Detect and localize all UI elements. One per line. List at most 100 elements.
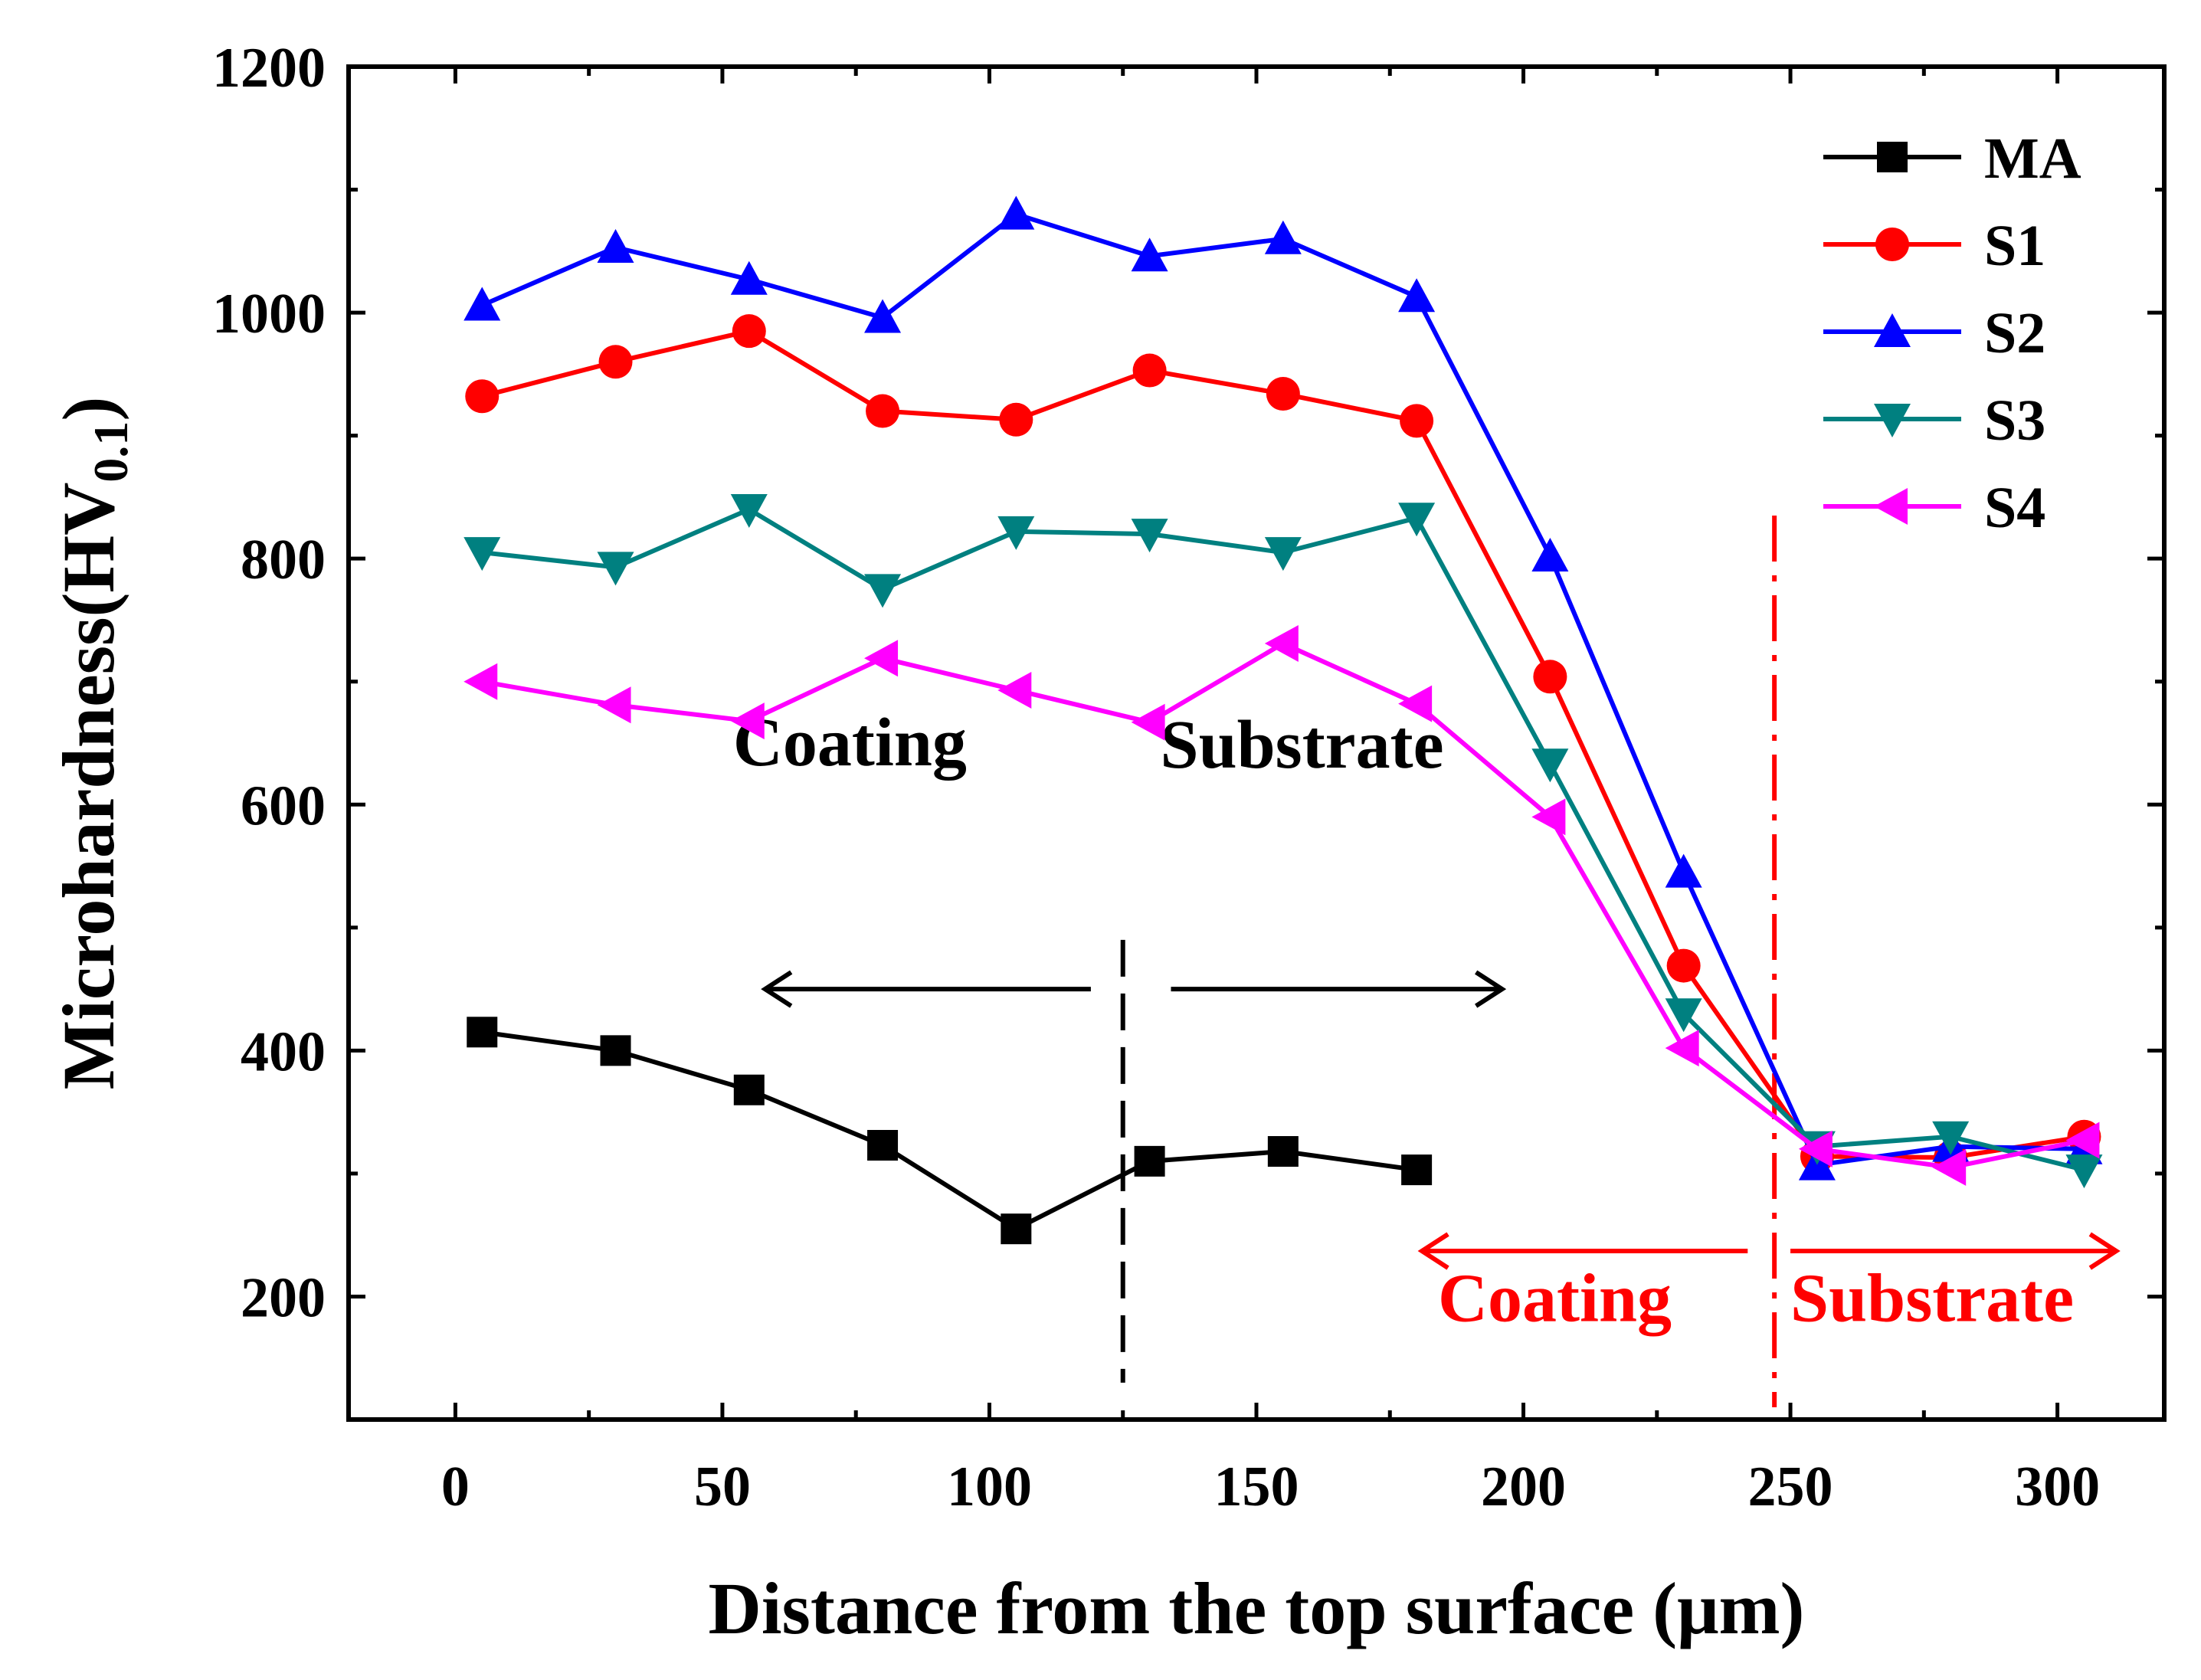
series-s4 [463, 624, 2100, 1186]
legend-label-ma: MA [1984, 126, 2081, 191]
data-point-s3 [1665, 998, 1702, 1033]
data-point-s3 [597, 552, 634, 586]
legend: MA S1 S2 S3 S4 [1808, 103, 2114, 544]
axis-ticks: 0 50 100 150 200 250 300 200 400 600 800 1000 1200 [212, 37, 2164, 1518]
data-point-ma [600, 1035, 631, 1066]
data-point-s3 [1932, 1121, 1970, 1155]
data-point-ma [733, 1074, 765, 1105]
data-point-s2 [463, 287, 501, 321]
data-point-s3 [997, 516, 1035, 550]
legend-marker-ma [1877, 142, 1908, 172]
annotation-substrate-s: Substrate [1790, 1261, 2074, 1337]
data-point-s4 [463, 663, 498, 700]
data-point-s4 [1531, 798, 1566, 836]
data-point-s4 [1665, 1030, 1699, 1067]
data-point-s3 [2065, 1154, 2103, 1189]
y-axis-title-main: Microhardness(HV [47, 483, 129, 1090]
data-point-s1 [999, 402, 1033, 437]
arrow-substrate-ma-head [1475, 970, 1507, 1008]
data-point-s4 [1131, 703, 1165, 741]
data-point-s1 [1132, 353, 1167, 388]
y-tick-label: 400 [241, 1020, 326, 1083]
data-point-s2 [597, 229, 634, 264]
data-point-s2 [1398, 278, 1436, 313]
series-line-s3 [481, 506, 2085, 1173]
data-point-s1 [866, 394, 900, 428]
data-point-ma [1267, 1136, 1299, 1167]
x-tick-label: 50 [694, 1456, 751, 1518]
data-point-s2 [997, 195, 1035, 230]
data-point-s1 [732, 314, 766, 349]
x-tick-label: 250 [1748, 1456, 1833, 1518]
data-point-s4 [1798, 1130, 1833, 1167]
legend-label-s3: S3 [1984, 388, 2045, 453]
data-point-s1 [1533, 660, 1567, 694]
series-s3 [463, 493, 2103, 1189]
boundary-lines [1120, 515, 1777, 1407]
data-point-ma [467, 1017, 498, 1048]
y-tick-label: 600 [241, 775, 326, 837]
data-point-s3 [1531, 748, 1569, 783]
legend-label-s2: S2 [1984, 301, 2045, 365]
y-axis-title: Microhardness(HV0.1) [47, 397, 138, 1090]
data-point-ma [1001, 1213, 1032, 1245]
annotation-coating-s: Coating [1438, 1261, 1672, 1337]
x-tick-label: 100 [947, 1456, 1032, 1518]
x-axis-title: Distance from the top surface (μm) [709, 1567, 1805, 1649]
data-point-s3 [730, 493, 768, 528]
data-point-s2 [1131, 237, 1168, 272]
data-point-ma [1134, 1145, 1165, 1177]
arrow-substrate-s-head [2088, 1232, 2121, 1270]
data-point-ma [1401, 1154, 1433, 1186]
legend-marker-s1 [1875, 228, 1909, 261]
legend-label-s1: S1 [1984, 214, 2045, 278]
data-point-s1 [1666, 948, 1701, 983]
data-point-s1 [598, 345, 633, 379]
legend-marker-s4 [1874, 488, 1908, 525]
x-tick-label: 300 [2015, 1456, 2100, 1518]
series-ma [467, 1017, 1433, 1245]
legend-label-s4: S4 [1984, 476, 2045, 540]
data-point-s4 [1398, 685, 1433, 722]
data-point-s1 [1266, 377, 1300, 411]
data-point-s3 [463, 537, 501, 571]
data-point-s2 [864, 299, 902, 333]
y-axis-title-close: ) [47, 397, 129, 421]
data-point-s2 [1531, 537, 1569, 571]
data-point-s2 [1264, 220, 1302, 254]
x-tick-label: 150 [1214, 1456, 1299, 1518]
arrow-coating-ma-head [761, 970, 793, 1008]
data-point-s3 [864, 574, 902, 608]
data-point-s3 [1398, 503, 1436, 537]
data-point-s3 [1264, 537, 1302, 571]
y-tick-label: 800 [241, 529, 326, 591]
data-point-s2 [1665, 853, 1702, 888]
y-tick-label: 1000 [212, 283, 326, 345]
legend-marker-s2 [1874, 313, 1911, 347]
legend-box [1808, 103, 2114, 544]
y-tick-label: 200 [241, 1266, 326, 1329]
legend-marker-s3 [1874, 404, 1911, 437]
data-point-s2 [730, 260, 768, 295]
data-point-ma [867, 1129, 899, 1161]
annotation-coating-ma: Coating [733, 705, 967, 781]
data-point-s4 [997, 671, 1032, 709]
x-tick-label: 0 [441, 1456, 470, 1518]
data-point-s4 [864, 640, 899, 677]
series-line-ma [481, 1030, 1417, 1232]
data-point-s4 [2065, 1122, 2100, 1159]
annotations: Coating Substrate Coating Substrate [733, 705, 2121, 1337]
data-point-s3 [1131, 519, 1168, 553]
data-point-s1 [1400, 404, 1434, 438]
data-series [463, 195, 2103, 1245]
x-tick-label: 200 [1481, 1456, 1566, 1518]
data-point-s4 [730, 702, 765, 740]
data-point-s4 [1932, 1148, 1967, 1186]
y-tick-label: 1200 [212, 37, 326, 100]
data-point-s4 [1264, 624, 1299, 662]
y-axis-title-sub: 0.1 [84, 421, 138, 483]
data-point-s4 [597, 686, 631, 724]
annotation-substrate-ma: Substrate [1161, 707, 1444, 783]
arrow-coating-s-head [1417, 1232, 1449, 1270]
